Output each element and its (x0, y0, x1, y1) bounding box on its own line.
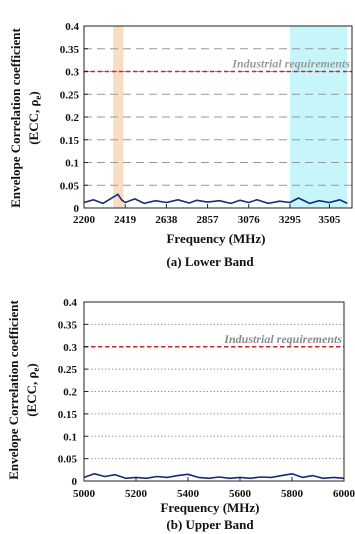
shaded-band (113, 26, 124, 208)
x-tick-label: 5000 (73, 488, 96, 500)
y-tick-label: 0.2 (63, 387, 77, 399)
y-tick-label: 0.3 (65, 67, 79, 79)
x-tick-label: 5600 (229, 488, 252, 500)
x-tick-label: 2419 (114, 214, 137, 226)
y-tick-label: 0 (72, 476, 78, 488)
y-axis-title-symbol: (ECC, ρe) (26, 91, 43, 145)
y-tick-label: 0.25 (58, 364, 78, 376)
x-tick-label: 3505 (318, 214, 341, 226)
threshold-label: Industrial requirements (223, 332, 342, 346)
caption-lower-band: (a) Lower Band (166, 254, 254, 269)
y-tick-label: 0.35 (58, 319, 78, 331)
y-tick-label: 0.15 (60, 135, 80, 147)
x-tick-label: 2857 (197, 214, 220, 226)
x-tick-label: 3295 (279, 214, 302, 226)
y-tick-label: 0.05 (58, 454, 78, 466)
y-tick-label: 0.05 (60, 180, 80, 192)
y-axis-title: Envelope Correlation coefficient (6, 300, 21, 480)
x-axis-title: Frequency (MHz) (160, 500, 259, 515)
series-line (83, 472, 345, 480)
x-axis-title: Frequency (MHz) (166, 231, 265, 246)
y-tick-label: 0.35 (60, 44, 80, 56)
x-tick-label: 5400 (177, 488, 200, 500)
x-tick-label: 3076 (238, 214, 261, 226)
x-tick-label: 5200 (125, 488, 148, 500)
x-tick-label: 5800 (281, 488, 304, 500)
y-tick-label: 0 (74, 203, 80, 215)
chart-lower-band: 0 0.05 0.1 0.15 0.2 0.25 0.3 0.35 0.4 2200 2419 26… (8, 21, 353, 269)
x-tick-label: 6000 (333, 488, 355, 500)
series-line (83, 193, 348, 205)
y-tick-label: 0.1 (63, 431, 77, 443)
y-tick-label: 0.15 (58, 409, 78, 421)
y-tick-label: 0.25 (60, 89, 80, 101)
y-tick-label: 0.4 (63, 297, 77, 309)
y-tick-label: 0.3 (63, 342, 77, 354)
caption-upper-band: (b) Upper Band (166, 517, 254, 532)
x-tick-label: 2200 (73, 214, 96, 226)
y-tick-label: 0.4 (65, 21, 79, 33)
y-tick-label: 0.1 (65, 158, 79, 170)
y-tick-label: 0.2 (65, 112, 79, 124)
y-axis-title: Envelope Correlation coefficient (8, 28, 23, 208)
y-axis-title-symbol: (ECC, ρe) (24, 363, 41, 417)
x-tick-label: 2638 (155, 214, 178, 226)
chart-upper-band: 0 0.05 0.1 0.15 0.2 0.25 0.3 0.35 0.4 5000 5200 54… (6, 297, 355, 532)
threshold-label: Industrial requirements (231, 57, 350, 71)
